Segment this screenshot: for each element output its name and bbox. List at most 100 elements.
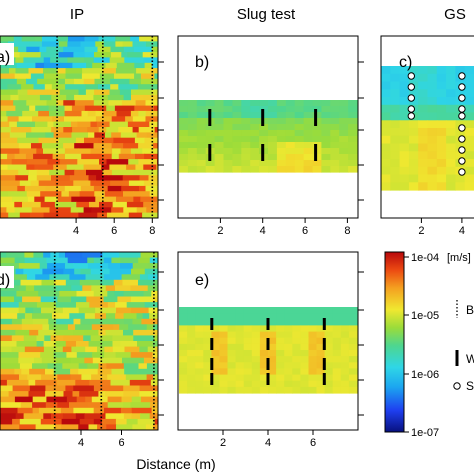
heatmap-cell — [144, 268, 158, 275]
heatmap-cell — [33, 357, 43, 364]
heatmap-cell — [187, 319, 196, 326]
heatmap-cell — [235, 386, 245, 394]
heatmap-cell — [91, 324, 114, 331]
heatmap-cell — [133, 329, 154, 337]
heatmap-cell — [390, 174, 401, 183]
well-marker — [266, 373, 270, 385]
heatmap-cell — [348, 148, 358, 155]
heatmap-cell — [241, 148, 251, 155]
heatmap-cell — [268, 374, 277, 382]
heatmap-cell — [219, 350, 229, 357]
heatmap-cell — [58, 41, 68, 48]
heatmap-cell — [36, 341, 45, 348]
heatmap-cell — [316, 343, 326, 351]
heatmap-cell — [259, 160, 269, 167]
heatmap-cell — [203, 368, 212, 376]
heatmap-cell — [427, 166, 438, 176]
x-tick-label: 4 — [459, 225, 465, 237]
heatmap-cell — [348, 362, 358, 369]
heatmap-cell — [250, 166, 260, 173]
heatmap-cell — [268, 142, 278, 149]
heatmap-cell — [18, 302, 38, 309]
heatmap-cell — [348, 350, 358, 357]
heatmap-cell — [203, 343, 212, 351]
heatmap-cell — [232, 118, 242, 125]
heatmap-cell — [108, 100, 123, 107]
heatmap-cell — [50, 335, 64, 342]
heatmap-cell — [312, 112, 322, 119]
heatmap-cell — [111, 169, 135, 176]
heatmap-cell — [0, 252, 7, 259]
heatmap-cell — [259, 343, 269, 351]
heatmap-cell — [390, 120, 401, 129]
heatmap-cell — [436, 143, 447, 152]
heatmap-cell — [42, 268, 65, 275]
heatmap-cell — [83, 335, 92, 342]
heatmap-cell — [39, 263, 48, 270]
heatmap-cell — [35, 424, 56, 430]
heatmap-cell — [14, 201, 23, 208]
heatmap-cell — [232, 106, 242, 113]
heatmap-cell — [112, 346, 126, 353]
heatmap-cell — [30, 212, 45, 218]
heatmap-cell — [94, 132, 106, 139]
heatmap-cell — [268, 368, 277, 376]
heatmap-cell — [55, 329, 74, 337]
heatmap-cell — [232, 112, 242, 119]
heatmap-cell — [55, 285, 64, 292]
heatmap-cell — [381, 151, 391, 160]
heatmap-cell — [72, 62, 87, 69]
heatmap-cell — [69, 402, 89, 409]
heatmap-cell — [300, 368, 310, 376]
heatmap-cell — [203, 325, 212, 333]
sample-marker — [458, 112, 466, 120]
heatmap-cell — [292, 337, 301, 345]
heatmap-cell — [70, 121, 78, 128]
heatmap-cell — [68, 36, 86, 42]
heatmap-cell — [232, 148, 242, 155]
heatmap-cell — [76, 396, 86, 403]
heatmap-cell — [63, 127, 73, 133]
heatmap-cell — [348, 136, 358, 143]
heatmap-cell — [149, 313, 158, 320]
sample-marker — [407, 83, 415, 91]
heatmap-cell — [285, 160, 296, 167]
heatmap-cell — [139, 274, 149, 281]
heatmap-cell — [250, 118, 260, 125]
heatmap-cell — [250, 124, 260, 131]
heatmap-cell — [203, 307, 212, 314]
x-tick-label: 4 — [265, 437, 271, 449]
heatmap-cell — [455, 66, 466, 75]
heatmap-cell — [0, 302, 20, 309]
heatmap-cell — [104, 352, 117, 359]
heatmap-cell — [97, 46, 112, 53]
heatmap-cell — [227, 337, 237, 345]
heatmap-cell — [32, 402, 47, 409]
heatmap-cell — [33, 153, 54, 160]
heatmap-cell — [99, 73, 115, 80]
heatmap-cell — [427, 151, 438, 160]
heatmap-cell — [135, 153, 145, 160]
heatmap-cell — [123, 94, 132, 101]
heatmap-cell — [63, 46, 86, 53]
heatmap-cell — [381, 159, 391, 168]
heatmap-cell — [53, 368, 71, 375]
heatmap-cell — [104, 191, 124, 198]
heatmap-cell — [101, 418, 117, 426]
heatmap-cell — [100, 357, 123, 364]
heatmap-cell — [390, 97, 401, 106]
heatmap-cell — [19, 374, 28, 381]
heatmap-cell — [100, 279, 115, 286]
heatmap-cell — [243, 307, 253, 314]
heatmap-cell — [219, 374, 229, 382]
x-tick-label: 6 — [302, 225, 308, 237]
heatmap-cell — [292, 343, 301, 351]
heatmap-cell — [111, 143, 124, 150]
heatmap-cell — [436, 135, 447, 145]
heatmap-cell — [126, 418, 139, 426]
heatmap-cell — [38, 110, 50, 117]
well-marker — [266, 318, 270, 330]
heatmap-cell — [55, 424, 62, 430]
heatmap-cell — [381, 143, 391, 152]
heatmap-cell — [74, 169, 87, 176]
